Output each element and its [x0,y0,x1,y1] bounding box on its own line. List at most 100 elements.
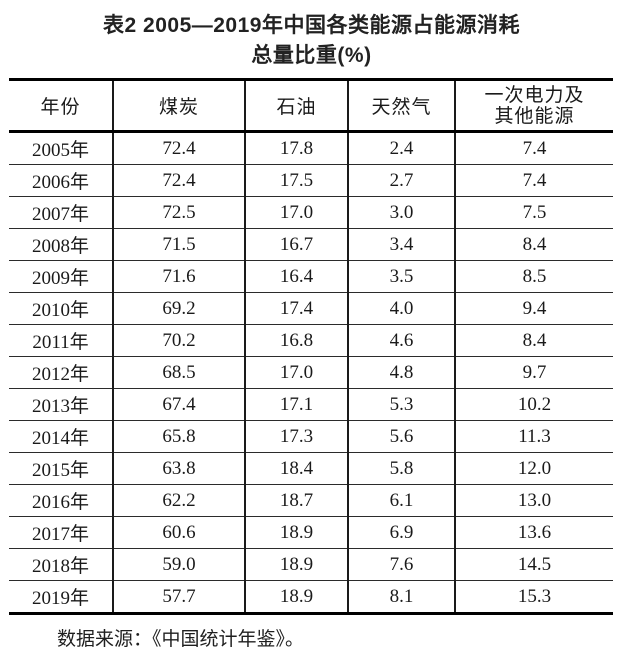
electricity-cell: 8.4 [454,228,613,261]
electricity-cell: 8.4 [454,324,613,357]
oil-cell: 16.8 [244,324,348,357]
coal-cell: 72.4 [112,131,245,165]
energy-consumption-table: 年份 煤炭 石油 天然气 一次电力及 其他能源 2005年 72.4 17.8 … [9,78,613,615]
column-header-coal: 煤炭 [112,79,245,133]
source-note: 数据来源：《中国统计年鉴》。 [57,629,305,650]
title-line-2: 总量比重(%) [251,44,372,67]
electricity-cell: 8.5 [454,260,613,293]
year-cell: 2007年 [9,196,113,229]
table-row: 2018年 59.0 18.9 7.6 14.5 [9,548,613,581]
electricity-cell: 7.5 [454,196,613,229]
gas-cell: 5.6 [347,420,455,453]
coal-cell: 69.2 [112,292,245,325]
column-header-electricity-line1: 一次电力及 [484,84,585,106]
table-row: 2008年 71.5 16.7 3.4 8.4 [9,228,613,261]
electricity-cell: 10.2 [454,388,613,421]
gas-cell: 8.1 [347,580,455,614]
year-cell: 2012年 [9,356,113,389]
table-row: 2005年 72.4 17.8 2.4 7.4 [9,131,613,165]
coal-cell: 71.5 [112,228,245,261]
table-header-row: 年份 煤炭 石油 天然气 一次电力及 其他能源 [9,79,613,133]
year-cell: 2005年 [31,140,89,161]
year-cell: 2017年 [9,516,113,549]
gas-cell: 3.0 [347,196,455,229]
coal-cell: 59.0 [112,548,245,581]
year-cell: 2019年 [9,580,113,614]
gas-cell: 5.8 [347,452,455,485]
electricity-cell: 9.7 [454,356,613,389]
table-row: 2007年 72.5 17.0 3.0 7.5 [9,196,613,229]
oil-cell: 18.4 [244,452,348,485]
year-cell: 2016年 [9,484,113,517]
gas-cell: 5.3 [347,388,455,421]
oil-cell: 17.5 [244,164,348,197]
year-cell: 2013年 [9,388,113,421]
coal-cell: 63.8 [112,452,245,485]
gas-cell: 2.4 [347,131,455,165]
oil-cell: 18.9 [244,516,348,549]
oil-cell: 17.3 [244,420,348,453]
coal-cell: 60.6 [112,516,245,549]
gas-cell: 6.1 [347,484,455,517]
oil-cell: 17.0 [244,356,348,389]
gas-cell: 4.6 [347,324,455,357]
electricity-cell: 14.5 [454,548,613,581]
column-header-electricity-line2: 其他能源 [494,105,575,127]
electricity-cell: 13.0 [454,484,613,517]
table-row: 2010年 69.2 17.4 4.0 9.4 [9,292,613,325]
oil-cell: 16.4 [244,260,348,293]
oil-cell: 17.1 [244,388,348,421]
gas-cell: 3.4 [347,228,455,261]
table-row: 2015年 63.8 18.4 5.8 12.0 [9,452,613,485]
gas-cell: 7.6 [347,548,455,581]
year-cell: 2018年 [9,548,113,581]
title-line-1: 表2 2005—2019年中国各类能源占能源消耗 [103,14,520,37]
table-row: 2011年 70.2 16.8 4.6 8.4 [9,324,613,357]
table-row: 2014年 65.8 17.3 5.6 11.3 [9,420,613,453]
coal-cell: 57.7 [112,580,245,614]
page-title: 表2 2005—2019年中国各类能源占能源消耗 总量比重(%) [0,0,623,71]
table-row: 2013年 67.4 17.1 5.3 10.2 [9,388,613,421]
coal-cell: 68.5 [112,356,245,389]
year-cell: 2008年 [9,228,113,261]
column-header-year: 年份 [9,79,113,133]
column-header-gas: 天然气 [347,79,455,133]
electricity-cell: 15.3 [454,580,613,614]
table-row: 2009年 71.6 16.4 3.5 8.5 [9,260,613,293]
electricity-cell: 13.6 [454,516,613,549]
oil-cell: 17.0 [244,196,348,229]
electricity-cell: 12.0 [454,452,613,485]
gas-cell: 4.0 [347,292,455,325]
year-cell: 2006年 [9,164,113,197]
year-cell: 2014年 [9,420,113,453]
column-header-oil: 石油 [244,79,348,133]
gas-cell: 3.5 [347,260,455,293]
coal-cell: 72.5 [112,196,245,229]
oil-cell: 17.4 [244,292,348,325]
electricity-cell: 7.4 [454,164,613,197]
table-row: 2012年 68.5 17.0 4.8 9.7 [9,356,613,389]
table-row: 2016年 62.2 18.7 6.1 13.0 [9,484,613,517]
electricity-cell: 11.3 [454,420,613,453]
coal-cell: 70.2 [112,324,245,357]
table-row: 2019年 57.7 18.9 8.1 15.3 [9,580,613,614]
year-cell: 2009年 [9,260,113,293]
coal-cell: 65.8 [112,420,245,453]
oil-cell: 18.9 [244,548,348,581]
coal-cell: 67.4 [112,388,245,421]
table-row: 2017年 60.6 18.9 6.9 13.6 [9,516,613,549]
year-cell: 2010年 [9,292,113,325]
gas-cell: 2.7 [347,164,455,197]
year-cell: 2015年 [9,452,113,485]
year-cell: 2011年 [9,324,113,357]
table-row: 2006年 72.4 17.5 2.7 7.4 [9,164,613,197]
electricity-cell: 9.4 [454,292,613,325]
column-header-electricity: 一次电力及 其他能源 [454,79,613,133]
electricity-cell: 7.4 [454,131,613,165]
oil-cell: 18.9 [244,580,348,614]
coal-cell: 72.4 [112,164,245,197]
coal-cell: 71.6 [112,260,245,293]
oil-cell: 16.7 [244,228,348,261]
gas-cell: 6.9 [347,516,455,549]
gas-cell: 4.8 [347,356,455,389]
